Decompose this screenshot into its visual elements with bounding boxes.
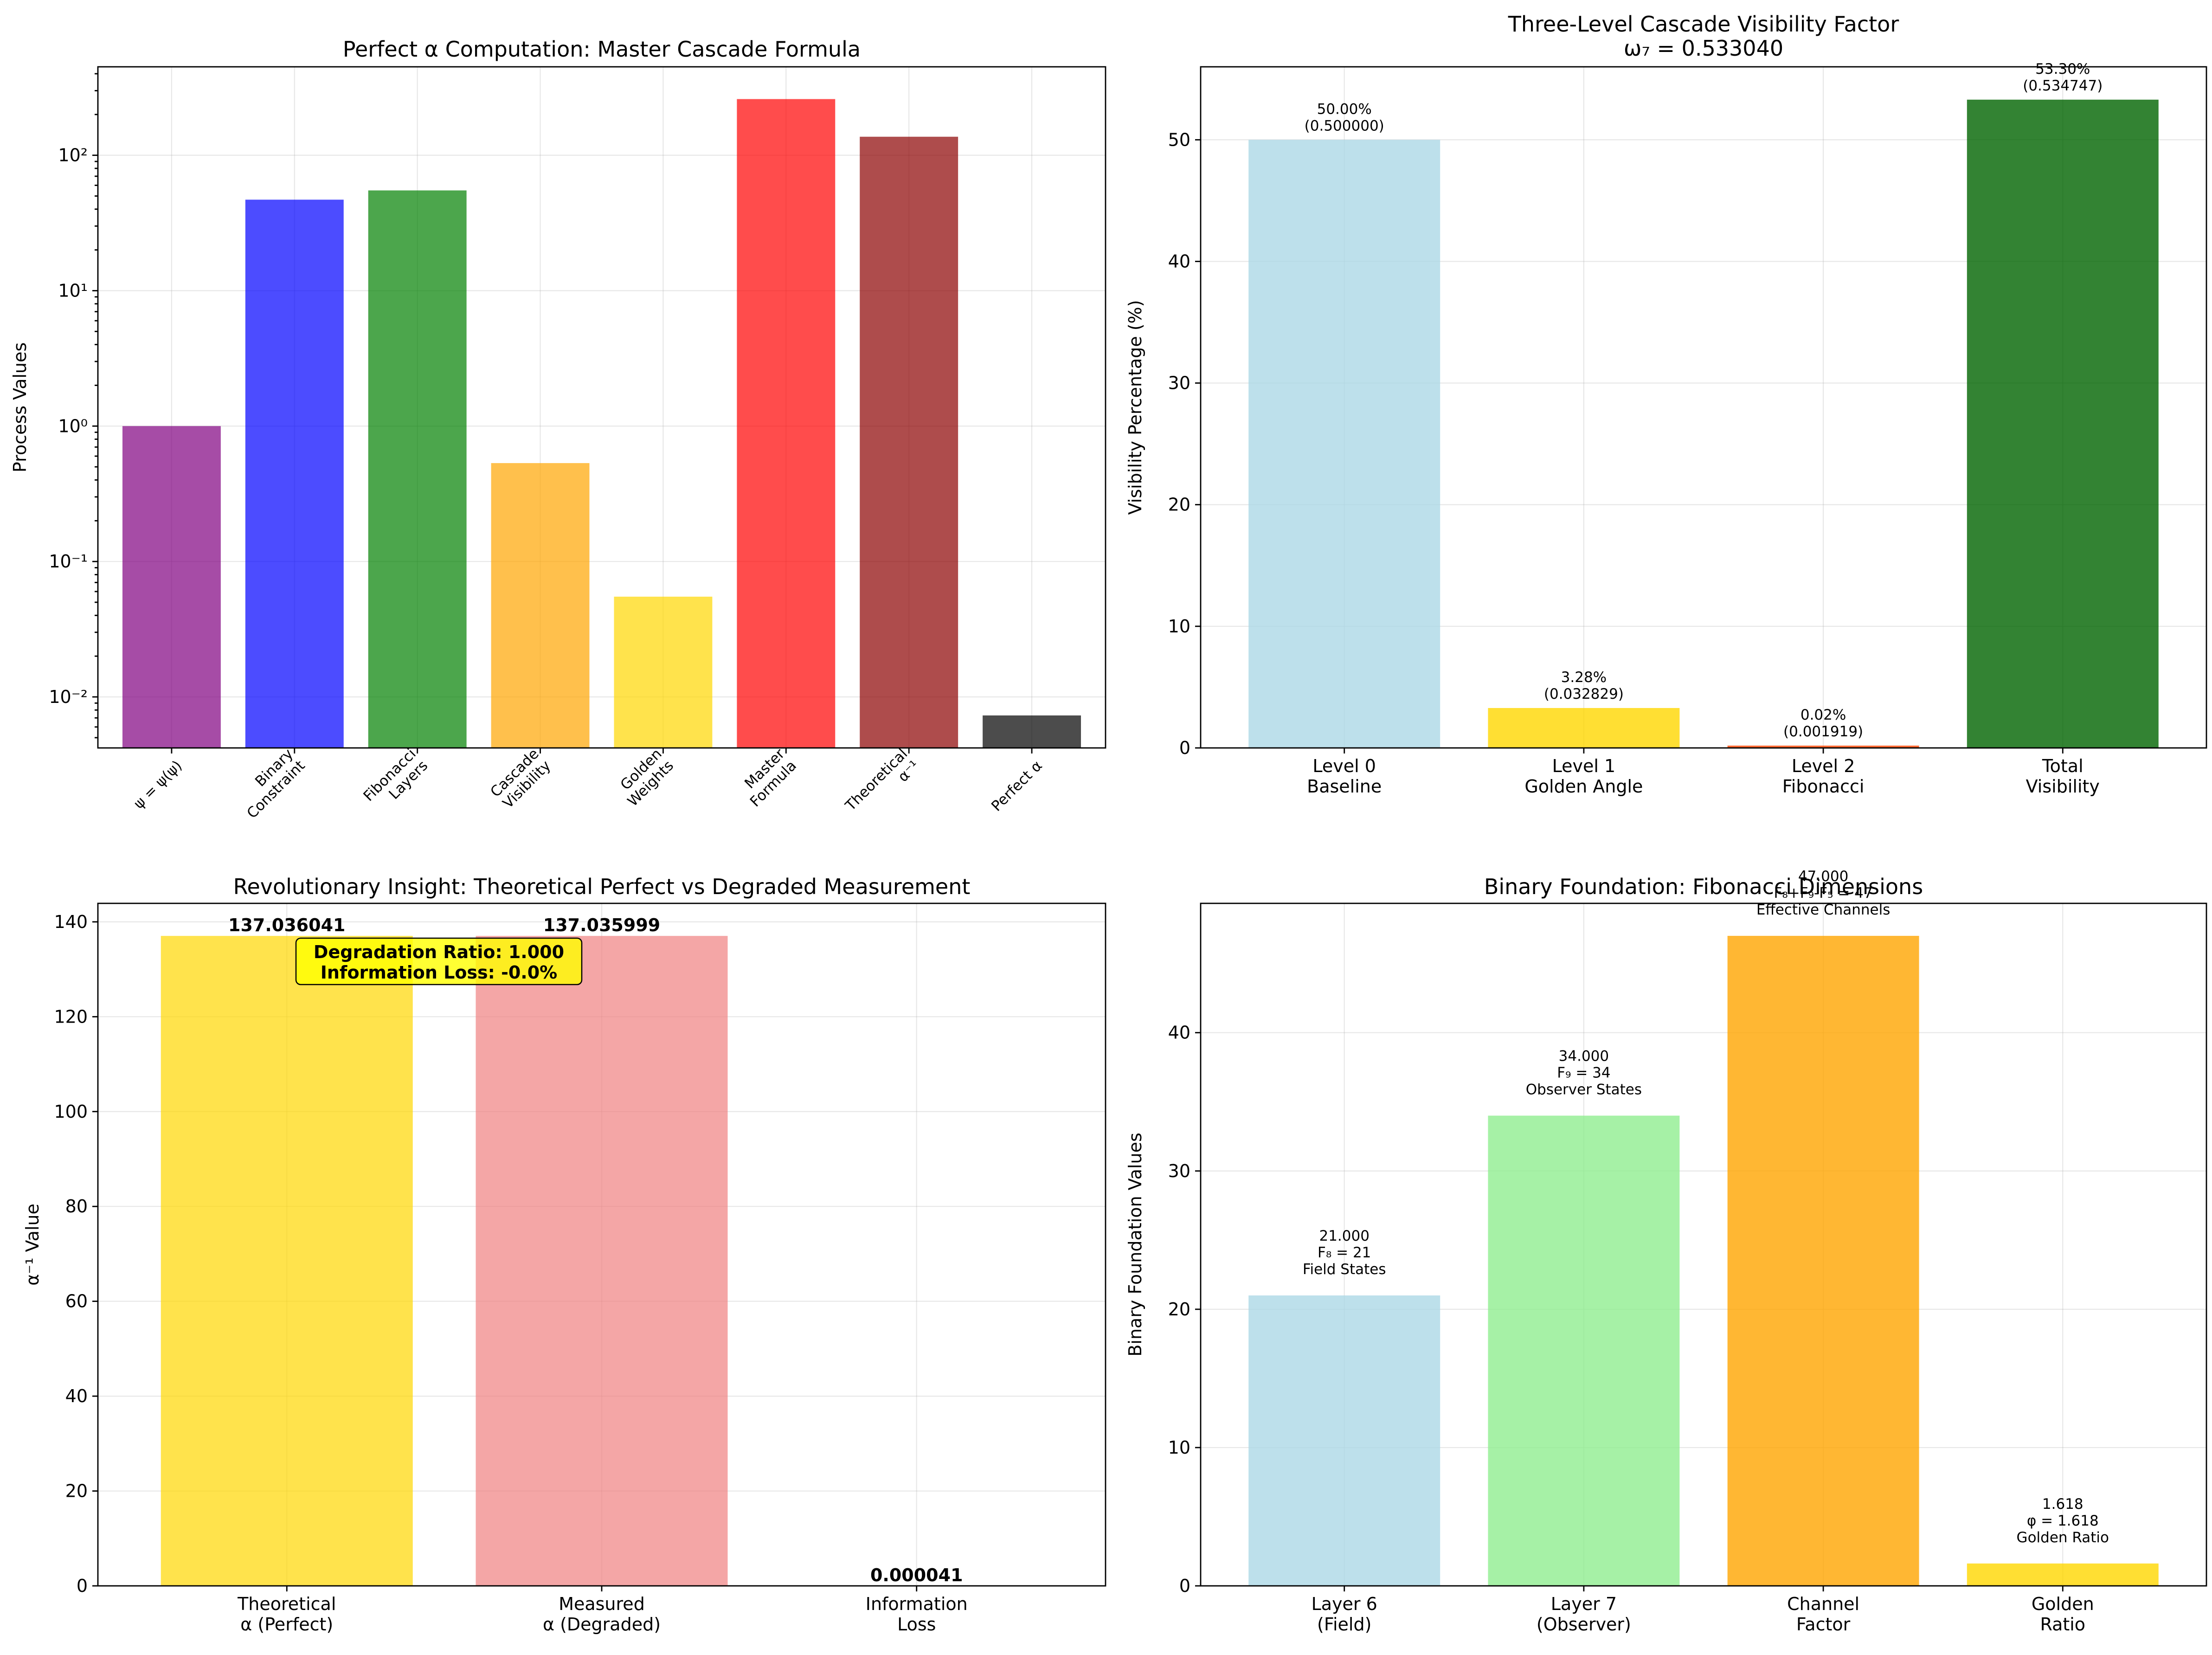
bar-theoretical-perfect[interactable] — [161, 936, 413, 1586]
y-tick-label: 30 — [1168, 373, 1190, 393]
x-tick-label-level-1-golden-angle: Level 1 Golden Angle — [1524, 756, 1643, 797]
x-tick-label-measured-degraded: Measured α (Degraded) — [543, 1594, 661, 1635]
y-tick-label: 0 — [1179, 738, 1190, 758]
annotation-box — [295, 937, 583, 985]
bar-theoretical[interactable] — [860, 136, 958, 748]
bar-perfect[interactable] — [983, 715, 1081, 748]
y-tick-label: 30 — [1168, 1161, 1190, 1181]
y-tick-label: 0 — [1179, 1576, 1190, 1596]
bar-value-label: 3.28% (0.032829) — [1544, 669, 1624, 702]
x-tick-label-level-2-fibonacci: Level 2 Fibonacci — [1782, 756, 1865, 797]
y-tick-label: 140 — [54, 912, 88, 932]
y-tick-label: 10¹ — [58, 280, 88, 301]
y-tick-label: 0 — [77, 1576, 88, 1596]
bar-layer-6-field[interactable] — [1248, 1295, 1440, 1586]
bar-level-2-fibonacci[interactable] — [1727, 745, 1919, 748]
y-tick-label: 10⁰ — [58, 416, 88, 436]
chart-title: Revolutionary Insight: Theoretical Perfe… — [233, 874, 971, 899]
bar-value-label: 34.000 F₉ = 34 Observer States — [1526, 1048, 1642, 1098]
y-tick-label: 100 — [54, 1101, 88, 1122]
x-tick-label-information-loss: Information Loss — [866, 1594, 968, 1635]
y-tick-label: 10⁻¹ — [49, 551, 88, 572]
x-tick-label-layer-7-observer: Layer 7 (Observer) — [1537, 1594, 1631, 1635]
y-axis-label: Visibility Percentage (%) — [1125, 300, 1145, 515]
annotation-text: Degradation Ratio: 1.000 Information Loss… — [314, 942, 564, 983]
y-tick-label: 10² — [58, 145, 88, 166]
bar-golden-weights[interactable] — [614, 596, 713, 748]
y-tick-label: 80 — [65, 1196, 88, 1217]
y-tick-label: 40 — [65, 1386, 88, 1406]
bar-measured-degraded[interactable] — [476, 936, 728, 1586]
bar-value-label: 0.02% (0.001919) — [1783, 707, 1863, 740]
bar-level-1-golden-angle[interactable] — [1488, 708, 1680, 748]
bar-channel-factor[interactable] — [1727, 936, 1919, 1586]
chart-panel-binary-foundation: 21.000 F₈ = 21 Field States 34.000 F₉ = 34 Ob… — [1125, 868, 2207, 1635]
y-tick-label: 10 — [1168, 616, 1190, 637]
y-tick-label: 20 — [1168, 495, 1190, 515]
chart-title: Perfect α Computation: Master Cascade Fo… — [343, 37, 861, 62]
bar-item[interactable] — [122, 426, 221, 748]
y-axis-label: α⁻¹ Value — [22, 1204, 43, 1286]
bar-value-label: 50.00% (0.500000) — [1305, 101, 1384, 134]
bar-value-label: 0.000041 — [870, 1565, 963, 1585]
bar-total-visibility[interactable] — [1967, 99, 2159, 748]
bar-value-label: 137.036041 — [228, 915, 345, 935]
bar-value-label: 137.035999 — [543, 915, 660, 935]
plot-frame — [97, 66, 1106, 749]
y-tick-label: 50 — [1168, 129, 1190, 150]
x-tick-label-layer-6-field: Layer 6 (Field) — [1312, 1594, 1377, 1635]
y-tick-label: 40 — [1168, 1023, 1190, 1043]
bar-level-0-baseline[interactable] — [1248, 140, 1440, 748]
y-tick-label: 10⁻² — [49, 687, 88, 707]
bar-value-label: 1.618 φ = 1.618 Golden Ratio — [2017, 1496, 2109, 1546]
x-tick-label-theoretical-perfect: Theoretical α (Perfect) — [237, 1594, 336, 1635]
chart-title: Binary Foundation: Fibonacci Dimensions — [1484, 874, 1923, 899]
y-tick-label: 20 — [1168, 1299, 1190, 1320]
bar-value-label: 47.000 F₈+F₉-F₅ = 47 Effective Channels — [1756, 868, 1890, 918]
y-axis-label: Binary Foundation Values — [1125, 1133, 1145, 1357]
x-tick-label-golden-ratio: Golden Ratio — [2032, 1594, 2094, 1635]
bar-layer-7-observer[interactable] — [1488, 1115, 1680, 1586]
bar-binary-constraint[interactable] — [245, 200, 344, 748]
bar-golden-ratio[interactable] — [1967, 1563, 2159, 1586]
x-tick-label-total-visibility: Total Visibility — [2026, 756, 2100, 797]
x-tick-label-channel-factor: Channel Factor — [1787, 1594, 1859, 1635]
chart-title: Three-Level Cascade Visibility Factor ω₇ … — [1508, 12, 1899, 61]
y-tick-label: 10 — [1168, 1437, 1190, 1458]
bar-value-label: 53.30% (0.534747) — [2023, 61, 2103, 94]
y-tick-label: 60 — [65, 1291, 88, 1312]
y-axis-label: Process Values — [10, 342, 30, 472]
bar-cascade-visibility[interactable] — [491, 463, 590, 748]
y-tick-label: 120 — [54, 1006, 88, 1027]
plot-frame — [1200, 66, 2207, 749]
bar-master-formula[interactable] — [737, 99, 836, 748]
bar-value-label: 21.000 F₈ = 21 Field States — [1303, 1228, 1386, 1278]
chart-panel-cascade-visibility: 50.00% (0.500000) 3.28% (0.032829) 0.02% (0.0… — [1125, 12, 2207, 797]
y-tick-label: 20 — [65, 1481, 88, 1501]
chart-panel-revolutionary-insight: 137.036041 137.035999 0.000041 0 20 40 60 80 100… — [22, 874, 1106, 1635]
y-tick-label: 40 — [1168, 251, 1190, 271]
bar-fibonacci-layers[interactable] — [368, 190, 467, 748]
plot-frame — [1200, 902, 2207, 1587]
x-tick-label-level-0-baseline: Level 0 Baseline — [1307, 756, 1382, 797]
